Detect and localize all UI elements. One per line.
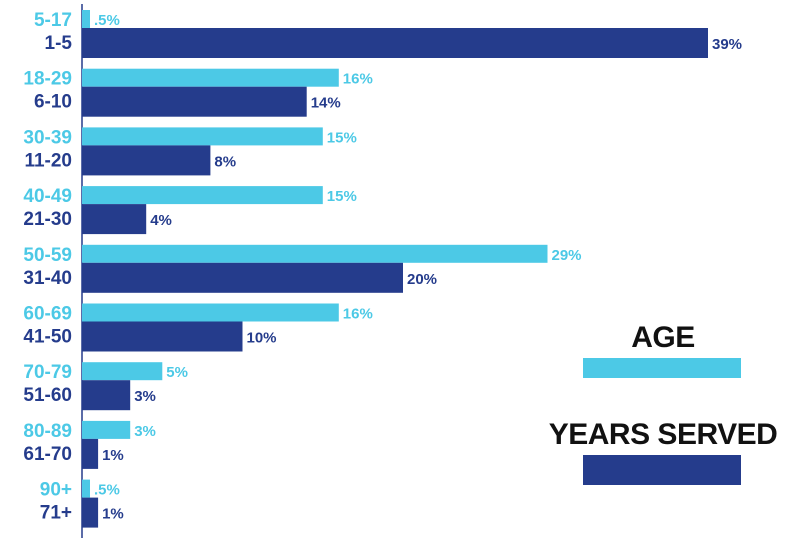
age-category-label: 40-49 <box>23 186 72 207</box>
age-value-label: 15% <box>327 129 357 146</box>
age-category-label: 80-89 <box>23 421 72 442</box>
age-category-label: 60-69 <box>23 304 72 325</box>
years-served-value-label: 1% <box>102 447 124 464</box>
years-served-value-label: 14% <box>311 95 341 112</box>
years-served-value-label: 8% <box>214 153 236 170</box>
bar-age-60-69 <box>82 303 339 322</box>
years-served-value-label: 10% <box>247 330 277 347</box>
bar-years-served-71plus <box>82 497 99 528</box>
years-served-value-label: 1% <box>102 506 124 523</box>
labels-layer: .5%39%5-171-516%14%18-296-1015%8%30-3911… <box>23 10 742 524</box>
age-value-label: 15% <box>327 188 357 205</box>
age-category-label: 50-59 <box>23 245 72 266</box>
legend-age-swatch <box>583 358 741 378</box>
age-category-label: 70-79 <box>23 362 72 383</box>
bar-age-50-59 <box>82 244 548 263</box>
legend-years-served-swatch <box>583 455 741 485</box>
bar-years-served-41-50 <box>82 321 243 352</box>
age-value-label: 16% <box>343 306 373 323</box>
legend: AGE YEARS SERVED <box>549 321 778 485</box>
legend-years-served-label: YEARS SERVED <box>549 418 778 451</box>
age-category-label: 5-17 <box>34 10 72 31</box>
bar-years-served-6-10 <box>82 86 307 117</box>
legend-age-label: AGE <box>631 321 695 354</box>
years-served-category-label: 51-60 <box>23 385 72 406</box>
age-value-label: 3% <box>134 423 156 440</box>
age-value-label: 5% <box>166 364 188 381</box>
age-value-label: 29% <box>552 247 582 264</box>
years-served-category-label: 61-70 <box>23 444 72 465</box>
years-served-category-label: 71+ <box>40 503 72 524</box>
bar-years-served-21-30 <box>82 204 147 235</box>
bar-years-served-51-60 <box>82 380 131 411</box>
bar-years-served-11-20 <box>82 145 211 176</box>
years-served-category-label: 6-10 <box>34 92 72 113</box>
bar-age-5-17 <box>82 10 90 28</box>
age-category-label: 90+ <box>40 480 72 501</box>
years-served-value-label: 4% <box>150 212 172 229</box>
age-value-label: 16% <box>343 71 373 88</box>
bar-age-40-49 <box>82 186 323 205</box>
bar-age-80-89 <box>82 420 131 439</box>
years-served-category-label: 41-50 <box>23 327 72 348</box>
years-served-value-label: 3% <box>134 388 156 405</box>
years-served-category-label: 1-5 <box>45 33 73 54</box>
age-value-label: .5% <box>94 12 120 29</box>
bar-age-30-39 <box>82 127 323 146</box>
bar-years-served-1-5 <box>82 28 708 58</box>
age-category-label: 30-39 <box>23 127 72 148</box>
years-served-category-label: 31-40 <box>23 268 72 289</box>
bar-age-90plus <box>82 479 90 498</box>
bars-layer <box>82 10 708 528</box>
age-category-label: 18-29 <box>23 69 72 90</box>
bar-age-70-79 <box>82 362 163 381</box>
years-served-category-label: 11-20 <box>24 150 72 171</box>
years-served-value-label: 20% <box>407 271 437 288</box>
age-value-label: .5% <box>94 482 120 499</box>
bar-years-served-61-70 <box>82 438 99 469</box>
years-served-value-label: 39% <box>712 36 742 53</box>
bar-age-18-29 <box>82 68 339 87</box>
bar-years-served-31-40 <box>82 262 403 293</box>
years-served-category-label: 21-30 <box>23 209 72 230</box>
